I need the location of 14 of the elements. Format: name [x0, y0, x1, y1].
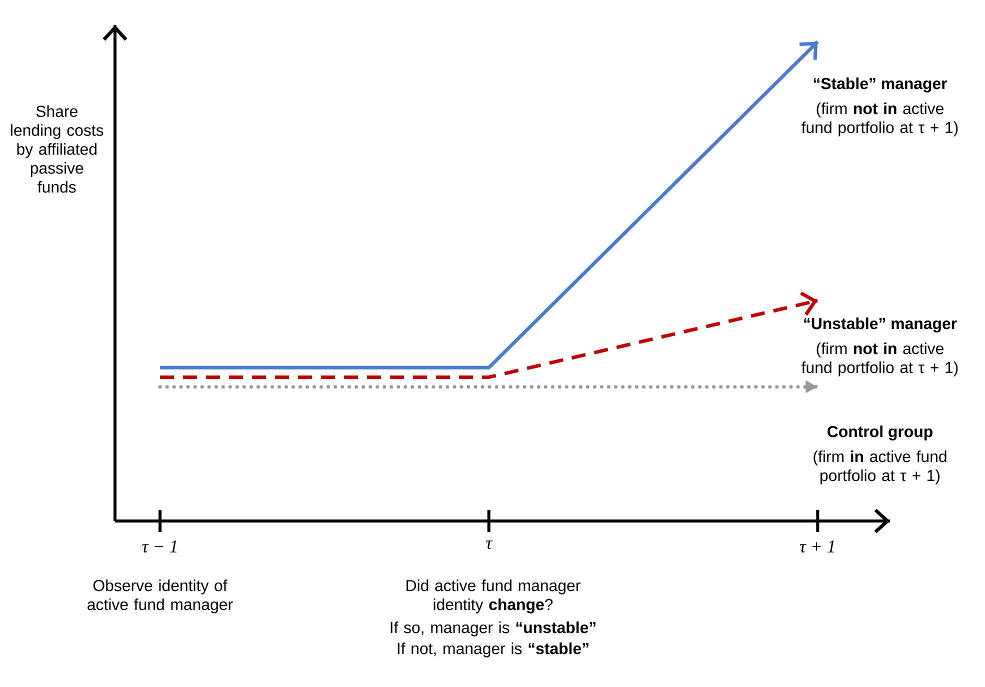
annotation: (firm not in active fund portfolio at τ + 1) [802, 342, 958, 376]
legend-label: “Unstable” manager [804, 318, 957, 332]
x-tick-label: τ [486, 540, 493, 549]
x-tick-label: τ − 1 [142, 540, 176, 553]
y-axis-title: Share lending costs by affiliated passive funds [10, 105, 104, 193]
annotation: (firm not in active fund portfolio at τ + 1) [802, 102, 958, 136]
text: Observe identity of active fund manager [88, 580, 233, 614]
text: Control group [828, 426, 932, 440]
x-tick-label: τ + 1 [800, 540, 834, 553]
annotation: (firm in active fund portfolio at τ + 1) [814, 450, 946, 484]
text: If not, manager is “stable” [398, 642, 588, 658]
text: If so, manager is “unstable” [390, 622, 596, 636]
text: Did active fund manager identity change? [406, 580, 580, 614]
legend-label: “Stable” manager [814, 78, 948, 92]
